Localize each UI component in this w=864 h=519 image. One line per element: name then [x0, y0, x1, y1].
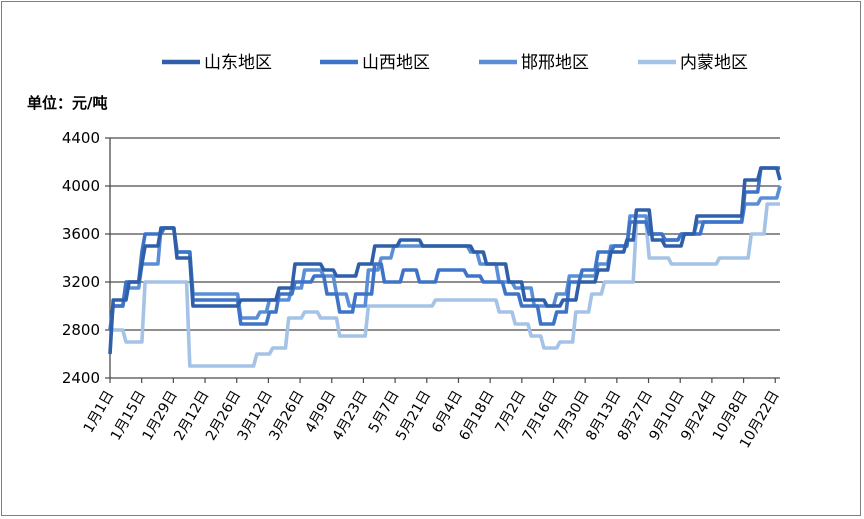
series-line — [108, 166, 780, 331]
y-tick-label: 3200 — [62, 273, 100, 291]
series-line — [108, 166, 782, 355]
unit-label: 单位：元/吨 — [27, 94, 107, 112]
y-tick-label: 4400 — [62, 129, 100, 147]
x-axis: 1月1日1月15日1月29日2月12日2月26日3月12日3月26日4月9日4月… — [81, 377, 783, 451]
gridlines — [110, 137, 780, 331]
series-layer — [108, 166, 782, 368]
y-axis: 2400 2800 3200 3600 4000 4400 — [62, 129, 111, 387]
legend-label: 内蒙地区 — [680, 53, 748, 73]
series-line — [110, 202, 780, 368]
series-line — [108, 185, 782, 331]
legend-label: 山西地区 — [362, 53, 430, 73]
y-tick-label: 2800 — [62, 321, 100, 339]
y-tick-label: 4000 — [62, 177, 100, 195]
legend: 山东地区 山西地区 邯邢地区 内蒙地区 — [162, 53, 748, 73]
legend-label: 邯邢地区 — [521, 53, 589, 73]
y-tick-label: 3600 — [62, 225, 100, 243]
legend-label: 山东地区 — [204, 53, 272, 73]
y-tick-label: 2400 — [62, 369, 100, 387]
